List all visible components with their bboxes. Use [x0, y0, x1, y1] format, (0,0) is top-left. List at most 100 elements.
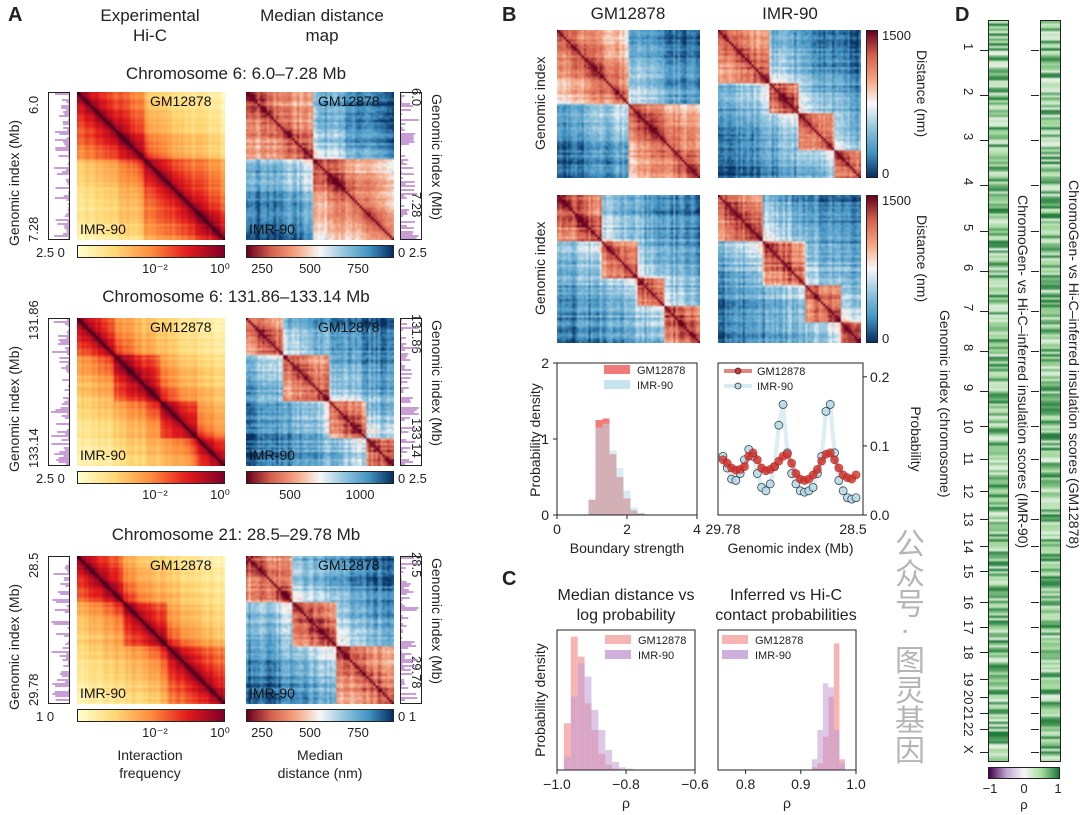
d-tick-X: [980, 751, 988, 753]
b-top-imr90-heatmap: [718, 30, 861, 178]
b-line-point-1: [765, 479, 775, 489]
row-0-insulation-track-right: [400, 92, 422, 240]
panel-label-b: B: [502, 4, 517, 26]
d-chrom-label-19: 19: [961, 671, 976, 687]
row-0-dist-imr-label: IMR-90: [249, 221, 295, 237]
row-1-insulation-track-left-frame: [48, 318, 70, 466]
d-tick-right-15: [1031, 571, 1039, 573]
c-right-legend-swatch-1: [722, 650, 748, 659]
d-chrom-label-2: 2: [961, 88, 976, 96]
c-left-bar: [626, 768, 633, 770]
b-hist-bar: [630, 507, 638, 515]
c-right-bar: [817, 730, 823, 770]
b-hist-xtick-label: 4: [693, 521, 701, 537]
d-tick-16: [980, 601, 988, 603]
row-2-distance-heatmap: [246, 556, 394, 704]
c-right-bar: [833, 643, 840, 770]
d-tick-right-8: [1031, 350, 1039, 352]
b-line-ylabel: Probability: [908, 406, 924, 471]
b-line-point-0: [851, 470, 861, 480]
d-tick-22: [980, 728, 988, 730]
d-tick-4: [980, 185, 988, 187]
b-hist-xlabel: Boundary strength: [570, 540, 684, 556]
d-chrom-label-15: 15: [961, 564, 976, 579]
d-chrom-label-16: 16: [961, 594, 976, 610]
b-line-point-0: [740, 462, 749, 472]
row-0-hic-imr-label: IMR-90: [80, 221, 126, 237]
row-2-hic-heatmap: [77, 556, 225, 704]
b-hist-ytick-label: 2: [541, 355, 549, 371]
c-left-xtick-label: −1.0: [543, 776, 571, 792]
d-chrom-label-5: 5: [961, 223, 976, 231]
d-tick-17: [980, 626, 988, 628]
b-line-ytick-label: 0.1: [870, 438, 890, 454]
row-1-title: Chromosome 6: 131.86–133.14 Mb: [102, 287, 370, 306]
row-0-insulation-track-left-frame: [48, 92, 70, 240]
c-left-xtick-label: −0.8: [612, 776, 640, 792]
c-left-legend-label-1: IMR-90: [638, 650, 674, 662]
b-line-point-0: [787, 458, 797, 468]
row-0-insulation-track-right-frame: [400, 92, 422, 240]
d-tick-19: [980, 678, 988, 680]
d-chrom-label-20: 20: [961, 689, 976, 705]
d-chrom-label-13: 13: [961, 512, 976, 527]
dist-cbar-label: Median distance (nm): [277, 747, 363, 781]
c-left-xlabel: ρ: [622, 795, 630, 811]
b-line-point-1: [821, 406, 831, 416]
c-right-bar: [828, 687, 834, 770]
d-tick-11: [980, 459, 988, 461]
d-tick-right-2: [1031, 95, 1039, 97]
row-1-distance-heatmap: [246, 318, 394, 466]
row-1-hic-tick-1: 10⁰: [210, 487, 230, 502]
d-tick-21: [980, 712, 988, 714]
d-chrom-label-21: 21: [961, 705, 976, 721]
row-2-hic-tick-1: 10⁰: [210, 725, 230, 740]
d-chrom-label-18: 18: [961, 644, 976, 660]
d-tick-18: [980, 651, 988, 653]
d-tick-8: [980, 350, 988, 352]
b-line-point-1: [731, 476, 741, 485]
b-line-legend-label-0: GM12878: [757, 366, 805, 378]
c-right-bar: [833, 730, 840, 770]
row-0-track-ticks-right: 0 2.5: [398, 245, 427, 260]
b-line-point-1: [761, 486, 771, 496]
b-line-point-0: [748, 448, 758, 458]
b-hist-bar: [602, 423, 610, 515]
b-line-xtick-label: 28.5: [839, 521, 866, 537]
b-line-point-1: [808, 482, 818, 492]
d-tick-1: [980, 50, 988, 52]
d-tick-9: [980, 391, 988, 392]
header-experimental-hic: Experimental Hi-C: [100, 6, 200, 45]
panel-label-a: A: [8, 4, 23, 26]
d-tick-right-14: [1031, 546, 1039, 548]
b-hist-bar: [616, 467, 624, 515]
row-1-hic-heatmap: [77, 318, 225, 466]
b-line-point-0: [812, 464, 822, 474]
d-chrom-label-9: 9: [961, 384, 976, 392]
b-hist-legend-swatch-1: [604, 380, 630, 389]
row-2-insulation-track-left: [48, 556, 70, 704]
d-strip-imr90: [988, 20, 1009, 762]
d-tick-right-5: [1031, 230, 1039, 232]
b-line-ytick-label: 0.2: [870, 369, 890, 385]
c-left-xtick-label: −0.6: [681, 776, 709, 792]
d-tick-right-16: [1031, 601, 1039, 603]
b-hist-legend-label-1: IMR-90: [637, 380, 673, 392]
b-bottom-cbar-tick-min: 0: [882, 331, 890, 346]
b-hist-ylabel: Probability density: [527, 383, 543, 497]
d-chrom-label-X: X: [961, 744, 976, 754]
d-tick-7: [980, 310, 988, 312]
row-2-insulation-track-right: [400, 556, 422, 704]
row-0-dist-tick-2: 750: [347, 261, 369, 276]
row-1-dist-tick-1: 1000: [345, 487, 375, 502]
row-0-dist-gm-label: GM12878: [318, 93, 380, 109]
c-right-xlabel: ρ: [783, 795, 791, 811]
row-1-insulation-track-right: [400, 318, 422, 466]
row-0-insulation-track-left: [48, 92, 70, 240]
c-left-legend-label-0: GM12878: [638, 635, 686, 647]
row-0-hic-tick-0: 10⁻²: [142, 261, 168, 276]
d-cbar-tick-0: −1: [982, 781, 998, 796]
row-1-dist-tick-0: 500: [279, 487, 301, 502]
d-chrom-label-17: 17: [961, 619, 976, 635]
